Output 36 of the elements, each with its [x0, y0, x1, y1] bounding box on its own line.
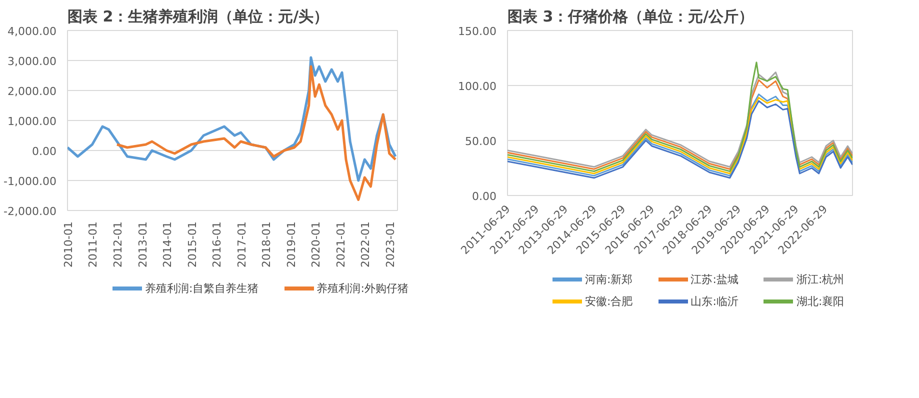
- x-tick-label: 2010-01: [62, 221, 75, 268]
- legend-label: 江苏:盐城: [690, 272, 738, 286]
- y-tick-label: 4,000.00: [8, 25, 56, 38]
- x-tick-label: 2011-01: [86, 221, 100, 268]
- legend-label: 安徽:合肥: [585, 294, 633, 308]
- legend-label: 养殖利润:外购仔猪: [316, 280, 408, 296]
- x-tick-label: 2019-01: [284, 221, 298, 268]
- y-tick-label: -2,000.00: [4, 205, 57, 218]
- legend-label: 养殖利润:自繁自养生猪: [145, 280, 259, 296]
- chart-title: 图表 3：仔猪价格（单位：元/公斤）: [508, 8, 754, 26]
- legend-label: 河南:新郑: [585, 272, 633, 286]
- x-tick-label: 2014-01: [161, 221, 174, 268]
- chart-title: 图表 2：生猪养殖利润（单位：元/头）: [68, 8, 329, 26]
- y-tick-label: 3,000.00: [8, 55, 56, 68]
- y-tick-label: 150.00: [458, 25, 497, 38]
- y-tick-label: 2,000.00: [8, 85, 56, 98]
- x-tick-label: 2017-01: [235, 221, 248, 268]
- x-tick-label: 2022-01: [359, 221, 372, 268]
- x-tick-label: 2012-01: [111, 221, 124, 268]
- y-tick-label: -1,000.00: [4, 175, 57, 188]
- legend-label: 浙江:杭州: [796, 272, 844, 286]
- y-tick-label: 100.00: [458, 80, 497, 93]
- y-tick-label: 0.00: [32, 145, 57, 158]
- x-tick-label: 2021-01: [334, 221, 348, 268]
- x-tick-label: 2018-01: [260, 221, 274, 268]
- legend-label: 湖北:襄阳: [796, 294, 844, 308]
- x-tick-label: 2016-01: [210, 221, 224, 268]
- line-series: [116, 65, 397, 201]
- x-tick-label: 2023-01: [384, 221, 397, 268]
- y-tick-label: 50.00: [465, 135, 497, 148]
- x-tick-label: 2015-01: [186, 221, 199, 268]
- legend-label: 山东:临沂: [690, 294, 738, 308]
- x-tick-label: 2020-01: [310, 221, 323, 268]
- y-tick-label: 0.00: [472, 190, 497, 203]
- y-tick-label: 1,000.00: [8, 115, 56, 128]
- x-tick-label: 2013-01: [136, 221, 150, 268]
